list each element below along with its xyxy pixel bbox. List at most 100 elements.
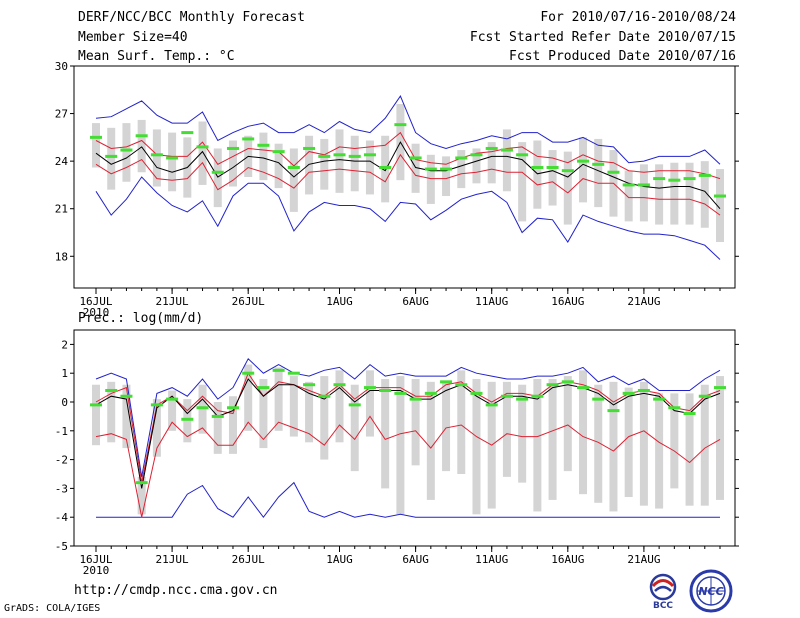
prec-observed-marker: [287, 371, 300, 375]
prec-ensemble-bar: [396, 376, 405, 515]
temp-ensemble-bar: [548, 150, 557, 206]
prec-lower-line: [95, 415, 721, 518]
prec-ensemble-bar: [685, 393, 694, 506]
prec-ensemble-bar: [381, 378, 390, 489]
prec-xtick-label: 26JUL: [232, 553, 265, 566]
prec-ensemble-bar: [442, 381, 451, 472]
prec-observed-marker: [592, 397, 605, 401]
temp-ensemble-bar: [655, 164, 664, 225]
prec-observed-marker: [303, 383, 316, 387]
prec-ensemble-bar: [213, 402, 222, 454]
prec-observed-marker: [348, 403, 361, 407]
prec-observed-marker: [226, 406, 239, 410]
prec-ytick-label: -3: [55, 482, 68, 495]
prec-ensemble-bar: [305, 381, 314, 443]
temp-observed-marker: [318, 154, 331, 158]
prec-observed-marker: [394, 391, 407, 395]
temp-min-line: [95, 176, 721, 260]
temp-ensemble-bar: [700, 161, 709, 228]
temp-lower-line: [95, 153, 721, 216]
temp-ensemble-bar: [289, 148, 298, 212]
temp-observed-marker: [577, 159, 590, 163]
temp-observed-marker: [683, 177, 696, 181]
prec-ensemble-bar: [107, 381, 116, 443]
temp-ensemble-bar: [350, 135, 359, 192]
temp-ytick-label: 24: [55, 155, 69, 168]
prec-ensemble-bar: [228, 396, 237, 454]
temp-observed-marker: [90, 135, 102, 139]
prec-observed-marker: [455, 383, 468, 387]
prec-observed-marker: [683, 412, 696, 416]
prec-ensemble-bar: [548, 378, 557, 500]
prec-xtick-label: 1AUG: [326, 553, 353, 566]
prec-ensemble-bar: [259, 378, 268, 449]
temp-observed-marker: [150, 153, 163, 157]
temp-observed-marker: [424, 167, 437, 171]
temp-observed-marker: [135, 134, 148, 138]
temp-ensemble-bar: [487, 142, 496, 184]
prec-observed-marker: [607, 409, 620, 413]
prec-xtick-label: 21JUL: [156, 553, 189, 566]
prec-ensemble-bar: [533, 378, 542, 512]
prec-xtick-year-label: 2010: [83, 564, 110, 577]
prec-observed-marker: [561, 380, 574, 384]
prec-min-line: [96, 481, 720, 519]
temp-observed-marker: [698, 173, 711, 177]
prec-observed-marker: [440, 380, 453, 384]
temp-observed-marker: [257, 143, 270, 147]
temp-ensemble-bar: [533, 140, 542, 209]
temp-observed-marker: [607, 170, 620, 174]
temp-ytick-label: 18: [55, 250, 68, 263]
prec-ensemble-bar: [350, 384, 359, 472]
prec-ensemble-bar: [716, 376, 724, 500]
temp-ensemble-bar: [670, 162, 679, 225]
prec-ensemble-bar: [426, 381, 435, 500]
source-url[interactable]: http://cmdp.ncc.cma.gov.cn: [74, 583, 278, 598]
temp-observed-marker: [561, 169, 574, 173]
prec-observed-marker: [516, 397, 529, 401]
temp-xtick-label: 16JUL: [79, 295, 112, 308]
prec-xtick-label: 16JUL: [79, 553, 112, 566]
prec-observed-marker: [196, 406, 209, 410]
temp-ensemble-bar: [457, 150, 466, 189]
temp-xtick-label: 16AUG: [551, 295, 584, 308]
prec-observed-marker: [637, 388, 650, 392]
prec-ensemble-bar: [518, 384, 527, 483]
ncc-logo-text: NCC: [698, 585, 723, 598]
prec-observed-marker: [470, 391, 483, 395]
prec-xtick-label: 6AUG: [402, 553, 429, 566]
prec-observed-marker: [272, 368, 285, 372]
prec-ytick-label: -4: [55, 511, 69, 524]
prec-observed-marker: [150, 403, 163, 407]
temp-ensemble-bar: [442, 156, 451, 197]
temp-observed-marker: [500, 148, 513, 152]
temp-observed-marker: [242, 137, 255, 141]
temp-ensemble-bar: [92, 123, 100, 168]
ncc-logo-icon: NCC: [689, 569, 733, 613]
temp-observed-marker: [196, 145, 209, 149]
forecast-started-date: Fcst Started Refer Date 2010/07/15: [469, 30, 736, 45]
prec-ensemble-bar: [502, 381, 511, 477]
temp-observed-marker: [440, 167, 453, 171]
temp-xtick-label: 11AUG: [475, 295, 508, 308]
prec-ensemble-bar: [411, 378, 420, 466]
temp-ytick-label: 21: [55, 203, 68, 216]
prec-observed-marker: [668, 406, 681, 410]
temp-observed-marker: [394, 123, 407, 127]
prec-ytick-label: -5: [55, 540, 68, 553]
temp-ensemble-bar: [107, 127, 116, 190]
chart-title: DERF/NCC/BCC Monthly Forecast: [78, 10, 305, 25]
prec-observed-marker: [242, 371, 255, 375]
temp-ensemble-bar: [137, 119, 146, 173]
temp-observed-marker: [622, 183, 635, 187]
temp-ensemble-bar: [335, 129, 344, 193]
temp-ensemble-bar: [579, 137, 588, 203]
precipitation-panel-title: Prec.: log(mm/d): [78, 311, 203, 326]
temp-ytick-label: 27: [55, 108, 68, 121]
temp-ensemble-bar: [563, 151, 572, 225]
temp-ensemble-bar: [472, 148, 481, 184]
temp-ensemble-bar: [228, 140, 237, 187]
temp-observed-marker: [348, 154, 361, 158]
temp-ensemble-bar: [639, 164, 648, 222]
prec-observed-marker: [318, 394, 331, 398]
